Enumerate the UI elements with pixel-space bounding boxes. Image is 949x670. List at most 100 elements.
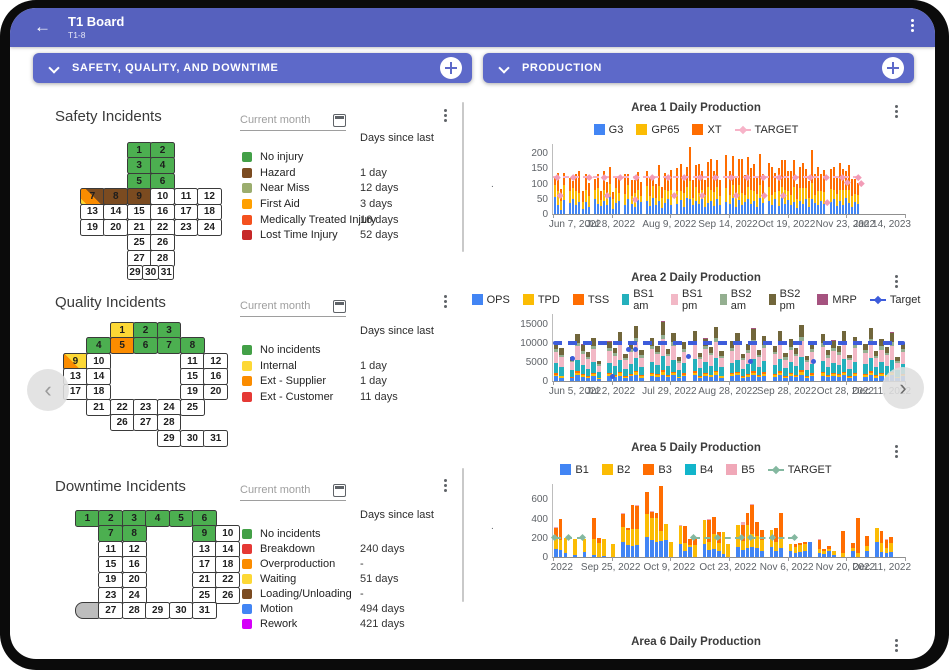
- stacked-bar: [645, 484, 649, 557]
- stacked-bar: [805, 144, 808, 214]
- chart-legend-item: B2: [601, 464, 630, 476]
- stacked-bar: [837, 484, 841, 557]
- stacked-bar: [671, 314, 676, 381]
- stacked-bar: [580, 314, 585, 381]
- stacked-bar: [651, 144, 654, 214]
- days-since-last-header: Days since last: [360, 325, 434, 337]
- stacked-bar: [879, 314, 884, 381]
- overflow-menu-icon[interactable]: [905, 18, 919, 34]
- stacked-bar: [687, 314, 691, 381]
- section-button-production[interactable]: PRODUCTION: [483, 53, 914, 83]
- stacked-bar: [596, 144, 599, 214]
- y-axis-tick-label: 200: [531, 532, 548, 544]
- stacked-bar: [725, 144, 728, 214]
- month-filter-select[interactable]: Current month: [240, 110, 346, 131]
- widget-menu-icon[interactable]: [438, 108, 452, 124]
- stacked-bar: [599, 144, 602, 214]
- y-axis-tick-label: 400: [531, 513, 548, 525]
- month-filter-select[interactable]: Current month: [240, 480, 346, 501]
- chart-legend-item: B1: [560, 464, 589, 476]
- chart-legend-item: B3: [643, 463, 672, 476]
- stacked-bar: [719, 144, 722, 214]
- chart-menu-icon[interactable]: [889, 444, 903, 460]
- x-axis-tick-label: Aug 9, 2022: [642, 219, 697, 230]
- chart-legend-item-target: TARGET: [767, 464, 832, 476]
- widget-menu-icon[interactable]: [438, 294, 452, 310]
- days-since-last-value: -: [360, 587, 364, 600]
- calendar-day-cell: 7: [98, 525, 124, 543]
- legend-label: Ext - Supplier: [260, 375, 327, 388]
- legend-label: BS2 am: [730, 287, 752, 312]
- stacked-bar: [759, 144, 762, 214]
- stacked-bar: [714, 314, 719, 381]
- legend-label: XT: [707, 123, 722, 136]
- calendar-day-cell: 30: [168, 602, 194, 620]
- stacked-bar: [645, 144, 648, 214]
- chart-menu-icon[interactable]: [889, 274, 903, 290]
- chart-menu-icon[interactable]: [889, 104, 903, 120]
- chart-legend-item-target: Target: [869, 294, 920, 306]
- stacked-bar: [597, 484, 601, 557]
- stacked-bar: [688, 144, 691, 214]
- stacked-bar: [636, 144, 639, 214]
- stacked-bar: [750, 484, 755, 557]
- section-button-safety-quality-downtime[interactable]: SAFETY, QUALITY, AND DOWNTIME: [33, 53, 472, 83]
- calendar-day-cell: 25: [180, 399, 205, 416]
- chart-title: Area 2 Daily Production: [631, 272, 761, 284]
- chart-plot-area: 600 400 200 0.: [491, 484, 906, 563]
- y-axis-tick-label: 0: [542, 552, 548, 563]
- target-outlier-dot: [633, 347, 639, 353]
- legend-label: MRP: [832, 293, 857, 306]
- calendar-day-cell: 16: [121, 556, 147, 573]
- month-filter-select[interactable]: Current month: [240, 296, 346, 317]
- calendar-icon: [333, 299, 346, 313]
- stacked-bar: [658, 144, 661, 214]
- stacked-bar: [836, 314, 841, 381]
- add-widget-button[interactable]: [882, 57, 904, 79]
- add-widget-button[interactable]: [440, 57, 462, 79]
- legend-row: Waiting 51 days: [242, 571, 457, 586]
- scroll-left-button[interactable]: ‹: [27, 369, 69, 411]
- scroll-right-button[interactable]: ›: [882, 367, 924, 409]
- stacked-bar: [710, 144, 713, 214]
- incident-legend: No incidents Breakdown 240 days Overproduct…: [242, 526, 457, 631]
- calendar-day-cell: [75, 602, 100, 620]
- stacked-bar: [792, 144, 795, 214]
- section-label: SAFETY, QUALITY, AND DOWNTIME: [72, 62, 279, 74]
- stacked-bar: [820, 314, 825, 381]
- calendar-day-cell: 6: [150, 172, 175, 190]
- x-axis-tick-label: Dec 11, 2022: [852, 386, 911, 397]
- chart-legend: B1 B2 B3 B4 B5 TARGET: [475, 463, 917, 476]
- chart-menu-icon[interactable]: [889, 638, 903, 654]
- x-axis-tick-label: Oct 19, 2022: [758, 219, 816, 230]
- chart-legend-item-target: TARGET: [734, 124, 798, 136]
- stacked-bar: [596, 314, 601, 381]
- calendar-day-cell: 19: [98, 571, 124, 589]
- stacked-bar: [578, 144, 581, 214]
- stacked-bar: [726, 484, 731, 557]
- stacked-bar: [779, 484, 783, 557]
- calendar-day-cell: 3: [121, 510, 147, 527]
- stacked-bar: [793, 484, 798, 557]
- legend-label: Medically Treated Injury: [260, 213, 377, 226]
- legend-row: Ext - Customer 11 days: [242, 389, 457, 405]
- legend-label: Lost Time Injury: [260, 229, 338, 242]
- legend-label: B3: [658, 463, 672, 476]
- legend-row: No injury: [242, 149, 457, 165]
- stacked-bar: [676, 314, 681, 381]
- calendar-day-cell: 10: [86, 352, 112, 370]
- back-arrow-icon[interactable]: ←: [34, 17, 51, 36]
- stacked-bar: [559, 314, 564, 381]
- stacked-bar: [889, 484, 894, 557]
- widget-menu-icon[interactable]: [438, 478, 452, 494]
- stacked-bar: [735, 314, 740, 381]
- widget-title: Downtime Incidents: [55, 478, 186, 495]
- calendar-day-cell: 28: [121, 602, 147, 620]
- stacked-bar: [602, 314, 606, 381]
- production-chart: Area 6 Daily Production: [475, 636, 917, 648]
- calendar-day-cell: 29: [145, 602, 170, 620]
- legend-row: Hazard 1 day: [242, 165, 457, 181]
- stacked-bar: [861, 484, 865, 557]
- legend-swatch: [572, 294, 584, 305]
- stacked-bar: [655, 314, 660, 381]
